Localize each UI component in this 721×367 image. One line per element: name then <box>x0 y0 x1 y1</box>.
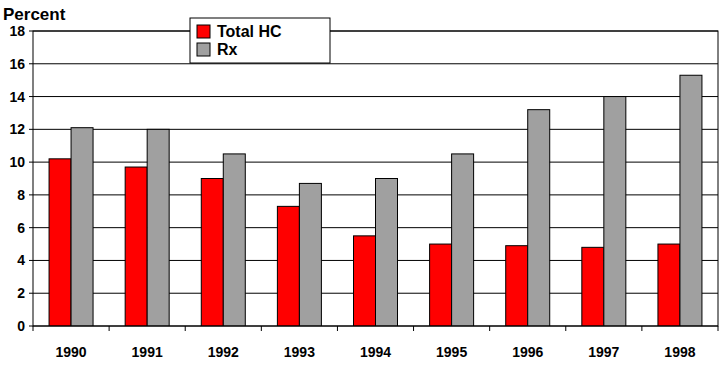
legend-swatch <box>197 25 210 38</box>
bar <box>430 244 452 326</box>
grid-line <box>33 63 718 64</box>
x-tick-separator <box>413 326 414 331</box>
y-tick <box>29 162 33 163</box>
bars <box>49 75 702 326</box>
chart-container: 0 2 4 6 8 10 12 14 16 18Percent 1990 1991 1992 1993 19… <box>0 0 721 367</box>
chart-svg: 0 2 4 6 8 10 12 14 16 18Percent 1990 1991 1992 1993 19… <box>0 0 721 367</box>
bar <box>376 179 398 327</box>
x-tick-separator <box>109 326 110 331</box>
x-tick-label: 1996 <box>512 344 543 360</box>
y-tick-label: 4 <box>17 252 25 268</box>
legend-swatch <box>197 43 210 56</box>
bar <box>506 246 528 326</box>
x-tick-label: 1995 <box>436 344 467 360</box>
legend-label: Total HC <box>217 23 282 40</box>
bar <box>125 167 147 326</box>
bar <box>452 154 474 326</box>
bar <box>223 154 245 326</box>
bar <box>354 236 376 326</box>
bar <box>71 128 93 326</box>
y-tick <box>29 31 33 32</box>
x-tick-separator <box>641 326 642 331</box>
y-tick <box>29 293 33 294</box>
x-tick-separator <box>337 326 338 331</box>
x-tick-label: 1994 <box>360 344 391 360</box>
bar <box>604 97 626 326</box>
y-tick-label: 8 <box>17 187 25 203</box>
x-tick-label: 1990 <box>55 344 86 360</box>
plot-frame <box>33 31 718 326</box>
legend-label: Rx <box>217 41 238 58</box>
x-tick-separator <box>489 326 490 331</box>
y-axis-label: Percent <box>3 5 66 24</box>
y-tick-label: 16 <box>9 56 25 72</box>
x-tick-label: 1991 <box>132 344 163 360</box>
y-tick-label: 10 <box>9 154 25 170</box>
x-tick-label: 1998 <box>664 344 695 360</box>
x-tick-separator <box>33 326 34 331</box>
bar <box>299 183 321 326</box>
x-tick-label: 1993 <box>284 344 315 360</box>
y-tick <box>29 260 33 261</box>
y-tick-label: 2 <box>17 285 25 301</box>
bar <box>658 244 680 326</box>
legend: Total HCRx <box>190 18 330 63</box>
bar <box>680 75 702 326</box>
y-tick <box>29 96 33 97</box>
x-tick-label: 1997 <box>588 344 619 360</box>
y-tick <box>29 63 33 64</box>
y-tick-label: 14 <box>9 89 25 105</box>
bar <box>147 129 169 326</box>
y-tick-label: 18 <box>9 23 25 39</box>
bar <box>201 179 223 327</box>
legend-box <box>190 18 330 63</box>
y-tick <box>29 129 33 130</box>
y-tick <box>29 326 33 327</box>
bar <box>528 110 550 326</box>
y-tick <box>29 227 33 228</box>
y-tick <box>29 194 33 195</box>
y-tick-label: 0 <box>17 318 25 334</box>
x-tick-label: 1992 <box>208 344 239 360</box>
bar <box>49 159 71 326</box>
bar <box>582 247 604 326</box>
bar <box>277 206 299 326</box>
x-tick-separator <box>718 326 719 331</box>
x-tick-separator <box>565 326 566 331</box>
x-tick-separator <box>185 326 186 331</box>
y-tick-label: 12 <box>9 121 25 137</box>
x-tick-separator <box>261 326 262 331</box>
y-tick-label: 6 <box>17 220 25 236</box>
